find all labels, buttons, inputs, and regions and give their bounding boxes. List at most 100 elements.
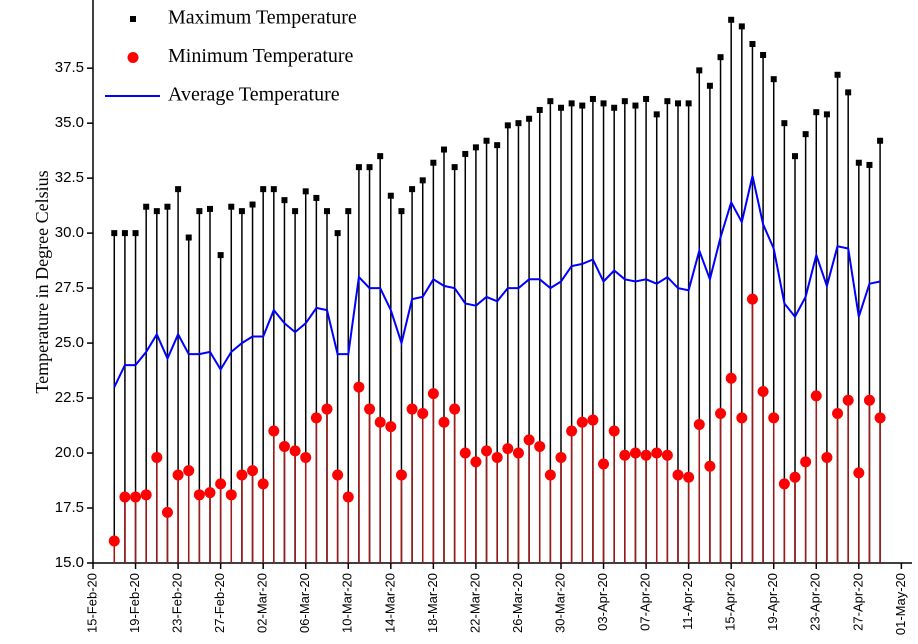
max-marker xyxy=(611,104,618,111)
max-marker xyxy=(441,146,447,153)
legend-label: Minimum Temperature xyxy=(168,45,354,67)
y-tick-label: 35.0 xyxy=(55,114,84,131)
min-marker xyxy=(874,412,886,424)
max-marker xyxy=(717,54,724,61)
y-tick-label: 25.0 xyxy=(55,334,84,351)
min-marker xyxy=(183,465,195,477)
min-marker xyxy=(704,460,716,472)
legend-marker xyxy=(130,16,136,22)
min-marker xyxy=(608,425,620,437)
max-marker xyxy=(738,23,745,30)
max-marker xyxy=(792,153,798,160)
max-marker xyxy=(813,109,820,116)
max-marker xyxy=(121,230,128,237)
min-marker xyxy=(810,390,822,402)
max-marker xyxy=(579,102,586,109)
min-marker xyxy=(502,443,514,455)
max-marker xyxy=(409,186,416,193)
min-marker xyxy=(661,449,673,461)
min-marker xyxy=(534,440,546,452)
min-marker xyxy=(395,469,407,481)
x-tick-label: 26-Mar-20 xyxy=(510,573,525,633)
min-marker xyxy=(576,416,588,428)
min-marker xyxy=(470,456,482,468)
x-tick-label: 02-Mar-20 xyxy=(255,573,270,633)
min-marker xyxy=(863,394,875,406)
max-marker xyxy=(143,203,150,210)
max-marker xyxy=(526,115,533,122)
max-marker xyxy=(696,67,703,74)
min-marker xyxy=(619,449,631,461)
min-marker xyxy=(140,489,152,501)
min-marker xyxy=(193,489,205,501)
max-marker xyxy=(494,142,501,149)
max-marker xyxy=(547,98,554,105)
max-marker xyxy=(355,164,362,171)
min-marker xyxy=(385,421,397,433)
min-marker xyxy=(247,465,259,477)
min-marker xyxy=(640,449,652,461)
min-marker xyxy=(853,467,865,479)
legend-marker xyxy=(127,52,139,63)
max-marker xyxy=(675,100,681,107)
min-marker xyxy=(406,403,418,415)
max-marker xyxy=(536,106,543,113)
x-tick-label: 30-Mar-20 xyxy=(552,573,567,633)
max-marker xyxy=(185,234,192,241)
min-marker xyxy=(629,447,641,459)
min-marker xyxy=(332,469,344,481)
max-marker xyxy=(621,98,628,105)
max-marker xyxy=(302,188,309,195)
max-marker xyxy=(462,150,469,157)
min-marker xyxy=(321,403,333,415)
x-tick-label: 23-Feb-20 xyxy=(170,573,185,633)
y-tick-label: 27.5 xyxy=(55,279,84,296)
max-marker xyxy=(834,71,841,78)
y-tick-label: 22.5 xyxy=(55,389,84,406)
min-marker xyxy=(215,478,227,490)
min-marker xyxy=(512,447,524,459)
y-tick-label: 17.5 xyxy=(55,499,84,516)
max-marker xyxy=(228,203,235,210)
max-marker xyxy=(845,89,852,96)
legend-label: Maximum Temperature xyxy=(168,7,357,29)
min-marker xyxy=(300,451,312,463)
y-tick-label: 20.0 xyxy=(55,444,84,461)
max-marker xyxy=(419,177,426,184)
min-marker xyxy=(651,447,663,459)
max-marker xyxy=(345,208,352,215)
min-marker xyxy=(172,469,184,481)
min-marker xyxy=(715,407,727,419)
max-marker xyxy=(270,186,277,193)
max-marker xyxy=(855,159,862,166)
max-marker xyxy=(313,194,320,201)
min-marker xyxy=(800,456,812,468)
x-tick-label: 19-Apr-20 xyxy=(765,573,780,631)
max-marker xyxy=(164,203,171,210)
x-tick-label: 18-Mar-20 xyxy=(425,573,440,633)
min-marker xyxy=(225,489,237,501)
max-marker xyxy=(632,102,639,109)
y-tick-label: 32.5 xyxy=(55,169,84,186)
x-tick-label: 03-Apr-20 xyxy=(595,573,610,631)
max-marker xyxy=(472,144,479,151)
max-marker xyxy=(249,201,256,208)
min-marker xyxy=(789,471,801,483)
min-marker xyxy=(757,385,769,397)
min-marker xyxy=(342,491,354,503)
min-marker xyxy=(417,407,429,419)
max-marker xyxy=(387,192,394,199)
max-marker xyxy=(589,95,596,102)
max-marker xyxy=(643,95,650,102)
x-tick-label: 14-Mar-20 xyxy=(382,573,397,633)
y-axis-label: Temperature in Degree Celsius xyxy=(32,170,52,393)
max-marker xyxy=(175,186,182,193)
x-tick-label: 15-Apr-20 xyxy=(723,573,738,631)
min-marker xyxy=(544,469,556,481)
max-marker xyxy=(781,120,788,127)
min-marker xyxy=(842,394,854,406)
min-marker xyxy=(364,403,376,415)
max-marker xyxy=(802,131,809,138)
min-marker xyxy=(449,403,461,415)
y-tick-label: 15.0 xyxy=(55,554,84,571)
